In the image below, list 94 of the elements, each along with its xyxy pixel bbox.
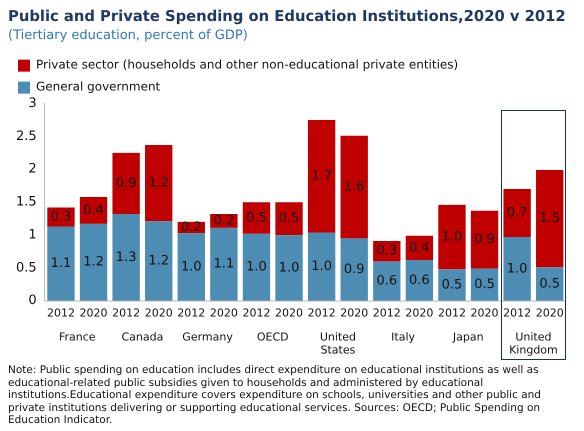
text: United Kingdom bbox=[509, 330, 558, 356]
bar bbox=[178, 233, 205, 301]
data-label: 1.2 bbox=[148, 253, 170, 268]
bar bbox=[80, 224, 108, 301]
text: Italy bbox=[391, 330, 416, 344]
data-label: 1.2 bbox=[83, 254, 104, 270]
data-label: 1.6 bbox=[344, 179, 365, 194]
x-tick-label: 2020 bbox=[275, 306, 304, 320]
text: Note: Public spending on education includes direct expenditure on educational institutions as well as educational-related public subsidies given to households and administered by educational institutions.Educational expenditure covers expenditure on schools, universities and other public and private institutions delivering or supporting educational services. Sources: OECD; Public Spending on Education Indicator. bbox=[8, 364, 542, 426]
y-tick-label: 0.5 bbox=[16, 260, 37, 276]
x-tick-label: 2020 bbox=[80, 306, 108, 320]
data-label: 1.1 bbox=[50, 256, 72, 272]
data-label: 1.2 bbox=[148, 176, 170, 191]
bar bbox=[47, 226, 75, 301]
y-tick-label: 0 bbox=[28, 293, 37, 308]
x-tick-label: 2012 bbox=[372, 306, 401, 320]
x-tick-label: 2012 bbox=[503, 306, 532, 320]
x-tick-label: 2012 bbox=[46, 306, 75, 320]
data-label: 0.4 bbox=[83, 202, 104, 218]
data-label: 1.0 bbox=[506, 261, 528, 276]
data-label: 0.5 bbox=[246, 210, 267, 226]
chart-title: Public and Private Spending on Education Institutions,2020 v 2012 bbox=[8, 6, 566, 25]
bar bbox=[340, 136, 368, 238]
data-label: 1.0 bbox=[442, 229, 462, 244]
data-label: 1.5 bbox=[539, 211, 560, 226]
bar bbox=[373, 261, 400, 301]
data-label: 0.7 bbox=[506, 205, 528, 220]
bar bbox=[112, 152, 140, 214]
data-label: 1.0 bbox=[246, 260, 267, 275]
x-tick-label: 2020 bbox=[536, 306, 564, 320]
data-label: 0.2 bbox=[180, 220, 202, 235]
x-tick-label: 2020 bbox=[144, 306, 173, 320]
text: France bbox=[58, 330, 96, 344]
x-tick-label: 2020 bbox=[210, 306, 238, 320]
bar bbox=[275, 235, 303, 301]
text: OECD bbox=[256, 330, 289, 344]
bar bbox=[470, 210, 498, 269]
data-label: 1.0 bbox=[311, 258, 332, 274]
data-label: 0.4 bbox=[409, 240, 430, 256]
y-tick-label: 3 bbox=[28, 96, 37, 111]
data-label: 0.5 bbox=[539, 276, 560, 292]
bar bbox=[438, 269, 466, 301]
data-label: 0.6 bbox=[376, 273, 398, 288]
bar bbox=[242, 202, 270, 234]
data-label: 1.0 bbox=[278, 260, 300, 276]
data-label: 0.6 bbox=[409, 272, 430, 288]
bar bbox=[503, 189, 531, 238]
bar bbox=[406, 236, 434, 260]
bar bbox=[112, 214, 140, 301]
y-tick-label: 2 bbox=[28, 162, 37, 177]
bar bbox=[340, 238, 368, 301]
text: United States bbox=[320, 330, 356, 356]
x-tick-label: 2012 bbox=[308, 306, 336, 320]
y-tick-label: 1 bbox=[28, 227, 37, 242]
data-label: 0.5 bbox=[474, 277, 495, 292]
bar bbox=[536, 170, 564, 268]
legend-label: General government bbox=[36, 80, 161, 94]
bar bbox=[308, 232, 336, 301]
bar bbox=[275, 202, 303, 236]
x-tick-label: 2012 bbox=[112, 306, 140, 320]
x-tick-label: 2012 bbox=[242, 306, 270, 320]
text: Germany bbox=[182, 330, 234, 344]
x-tick-label: 2020 bbox=[340, 306, 368, 320]
data-label: 0.3 bbox=[50, 209, 72, 224]
bar bbox=[503, 237, 531, 301]
data-label: 1.0 bbox=[180, 259, 202, 274]
y-tick-label: 2.5 bbox=[16, 128, 37, 144]
y-tick-label: 1.5 bbox=[16, 194, 37, 210]
bar bbox=[536, 267, 564, 301]
data-label: 1.1 bbox=[214, 256, 234, 272]
bar bbox=[308, 120, 336, 232]
data-label: 0.5 bbox=[278, 211, 300, 226]
bar bbox=[242, 234, 270, 301]
data-label: 1.7 bbox=[311, 168, 332, 184]
x-tick-label: 2012 bbox=[438, 306, 466, 320]
bar bbox=[406, 260, 434, 301]
bar bbox=[210, 228, 238, 301]
x-tick-label: 2020 bbox=[470, 306, 499, 320]
data-label: 1.3 bbox=[116, 250, 136, 265]
data-label: 0.9 bbox=[116, 176, 136, 191]
x-tick-label: 2012 bbox=[177, 306, 206, 320]
text: Japan bbox=[452, 330, 484, 344]
bar bbox=[145, 145, 172, 222]
data-label: 0.2 bbox=[214, 213, 234, 228]
data-label: 0.5 bbox=[442, 277, 462, 292]
bar bbox=[145, 221, 172, 301]
data-label: 0.3 bbox=[376, 244, 398, 259]
x-tick-label: 2020 bbox=[405, 306, 434, 320]
text: Canada bbox=[121, 330, 164, 344]
data-label: 0.9 bbox=[474, 232, 495, 248]
legend-label: Private sector (households and other non-educational private entities) bbox=[36, 58, 458, 72]
chart-subtitle: (Tiertiary education, percent of GDP) bbox=[8, 28, 248, 44]
bar bbox=[438, 204, 466, 270]
data-label: 0.9 bbox=[344, 262, 365, 277]
